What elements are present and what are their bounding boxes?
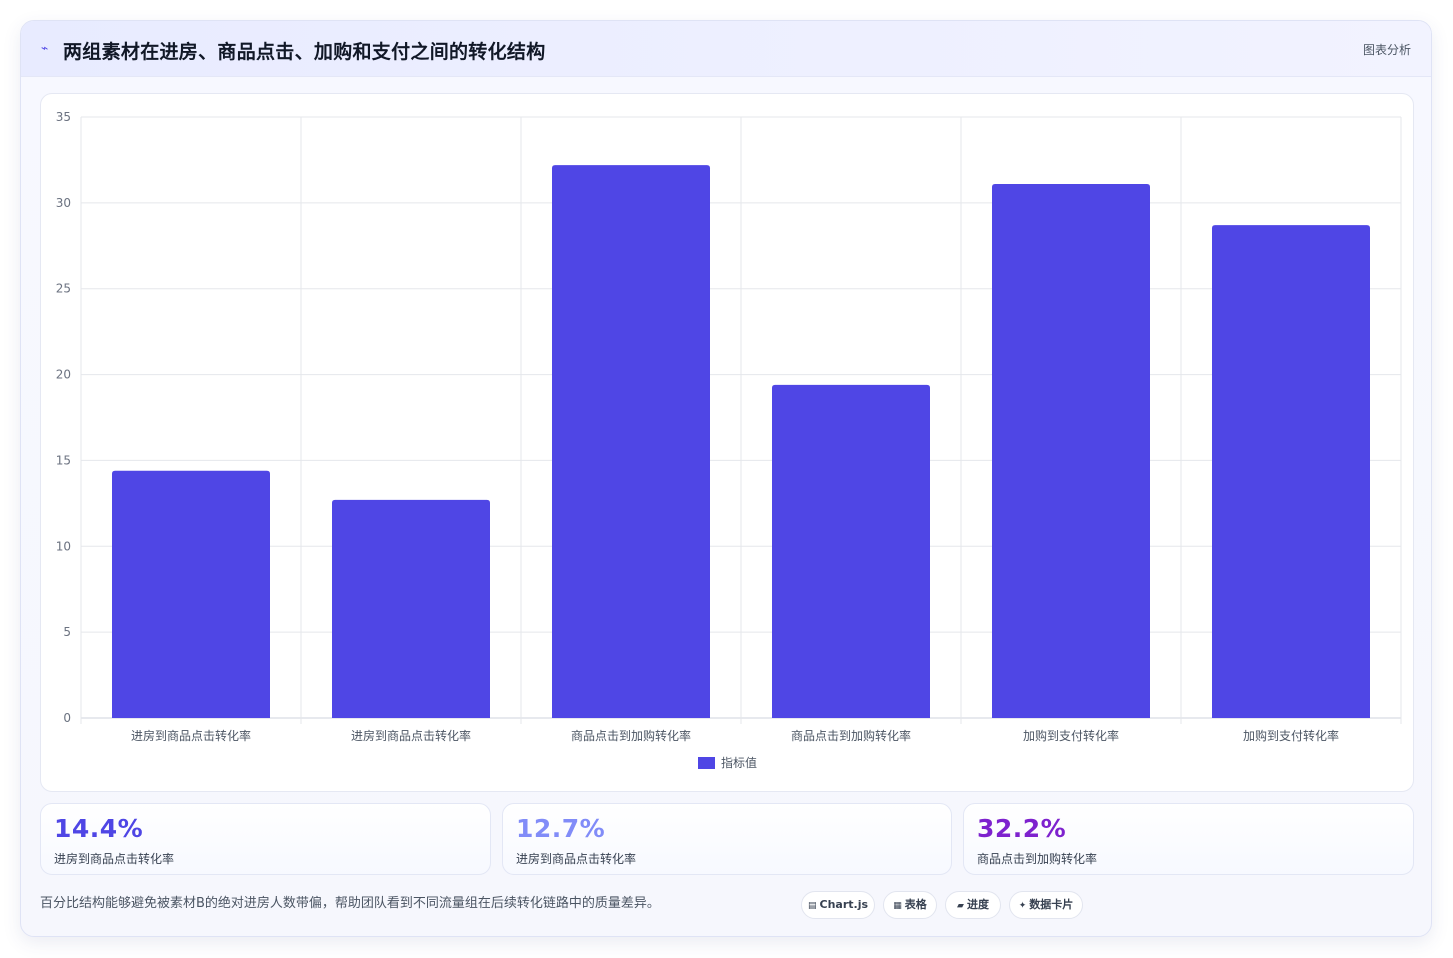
stat-label: 进房到商品点击转化率 xyxy=(516,852,637,866)
x-tick-label: 加购到支付转化率 xyxy=(1243,728,1339,743)
x-tick-label: 加购到支付转化率 xyxy=(1023,728,1119,743)
bar-chart: 0 5 10 15 20 25 30 35 进房到商品点击转化率 进房到商品点击转化率 商品点击到加… xyxy=(56,110,1402,770)
stat-value: 12.7% xyxy=(516,814,606,843)
legend-swatch xyxy=(698,757,715,769)
progress-icon: ▰ xyxy=(957,901,964,911)
stat-label: 进房到商品点击转化率 xyxy=(54,852,175,866)
bar xyxy=(1212,225,1370,718)
chip-chartjs[interactable]: ▤ Chart.js xyxy=(801,891,875,919)
stat-value: 32.2% xyxy=(977,814,1067,843)
y-tick-label: 10 xyxy=(56,539,71,553)
x-tick-label: 商品点击到加购转化率 xyxy=(791,728,911,743)
y-tick-label: 0 xyxy=(63,711,71,725)
header-tag: 图表分析 xyxy=(1362,43,1411,57)
stat-card-3: 32.2% 商品点击到加购转化率 xyxy=(963,803,1414,875)
table-icon: ▦ xyxy=(893,901,902,911)
footnote: 百分比结构能够避免被素材B的绝对进房人数带偏，帮助团队看到不同流量组在后续转化链… xyxy=(40,896,660,911)
chart-panel: 0 5 10 15 20 25 30 35 进房到商品点击转化率 进房到商品点击转化率 商品点击到加… xyxy=(40,93,1414,792)
bar xyxy=(332,499,490,718)
stat-value: 14.4% xyxy=(54,814,144,843)
sparkle-icon: ✦ xyxy=(1018,901,1027,911)
y-tick-label: 15 xyxy=(56,453,71,467)
chip-table[interactable]: ▦ 表格 xyxy=(883,891,937,919)
y-tick-label: 5 xyxy=(63,625,71,639)
chip-label: 表格 xyxy=(904,898,927,911)
bar xyxy=(552,165,710,718)
legend-label: 指标值 xyxy=(721,755,757,770)
chip-label: Chart.js xyxy=(819,898,869,911)
chip-progress[interactable]: ▰ 进度 xyxy=(945,891,1001,919)
chart-icon: ▤ xyxy=(807,901,817,911)
bar xyxy=(112,470,270,718)
x-tick-label: 进房到商品点击转化率 xyxy=(351,728,471,743)
stat-card-2: 12.7% 进房到商品点击转化率 xyxy=(502,803,952,875)
stat-card-1: 14.4% 进房到商品点击转化率 xyxy=(40,803,491,875)
bar xyxy=(772,384,930,718)
bar xyxy=(992,183,1150,718)
y-tick-label: 30 xyxy=(56,196,71,210)
chart-card: ⌁ 两组素材在进房、商品点击、加购和支付之间的转化结构 图表分析 0 5 10 15 2… xyxy=(20,20,1432,937)
x-tick-label: 商品点击到加购转化率 xyxy=(571,728,691,743)
page-title: 两组素材在进房、商品点击、加购和支付之间的转化结构 xyxy=(63,41,546,63)
stat-label: 商品点击到加购转化率 xyxy=(977,852,1098,866)
trend-icon: ⌁ xyxy=(41,41,49,55)
chip-label: 数据卡片 xyxy=(1029,898,1074,911)
chip-label: 进度 xyxy=(966,898,989,911)
chip-data-card[interactable]: ✦ 数据卡片 xyxy=(1009,891,1083,919)
y-tick-label: 25 xyxy=(56,282,71,296)
y-tick-label: 35 xyxy=(56,110,71,124)
card-header: ⌁ 两组素材在进房、商品点击、加购和支付之间的转化结构 图表分析 xyxy=(21,21,1431,77)
x-tick-label: 进房到商品点击转化率 xyxy=(131,728,251,743)
y-tick-label: 20 xyxy=(56,368,71,382)
